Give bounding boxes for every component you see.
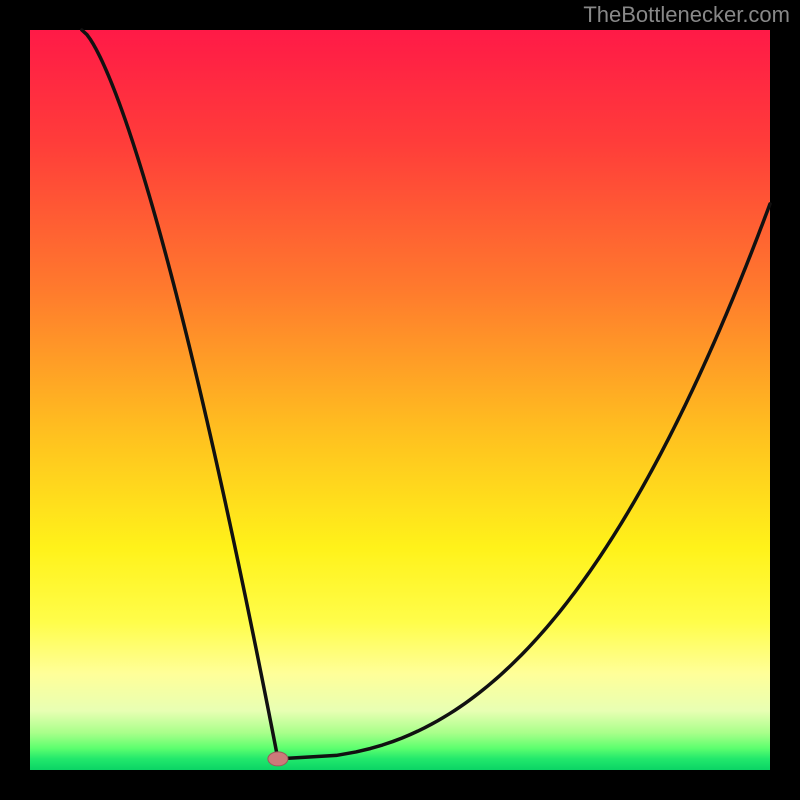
bottleneck-chart-svg	[0, 0, 800, 800]
sweet-spot-marker	[268, 752, 288, 766]
chart-frame: TheBottlenecker.com	[0, 0, 800, 800]
chart-plot-area	[30, 30, 770, 770]
watermark-text: TheBottlenecker.com	[583, 2, 790, 28]
